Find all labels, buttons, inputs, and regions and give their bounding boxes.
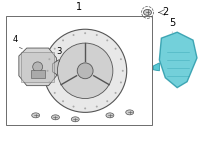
Polygon shape (159, 32, 197, 88)
Circle shape (115, 92, 117, 94)
Ellipse shape (126, 110, 134, 115)
Text: 4: 4 (12, 35, 18, 44)
Circle shape (122, 70, 124, 72)
Circle shape (48, 58, 50, 60)
Circle shape (48, 81, 50, 83)
Polygon shape (19, 48, 56, 86)
Circle shape (96, 106, 98, 108)
Circle shape (62, 100, 64, 102)
Ellipse shape (32, 113, 40, 118)
Circle shape (73, 106, 75, 108)
Text: 3: 3 (57, 47, 62, 56)
Circle shape (47, 70, 49, 72)
Circle shape (115, 48, 117, 50)
Polygon shape (21, 52, 54, 82)
Text: 5: 5 (169, 18, 175, 28)
Circle shape (73, 34, 75, 36)
Polygon shape (153, 63, 159, 71)
Circle shape (120, 58, 122, 60)
Circle shape (77, 63, 93, 79)
Ellipse shape (71, 117, 79, 122)
Circle shape (106, 39, 108, 41)
Bar (31, 70, 45, 78)
Circle shape (106, 100, 108, 102)
Text: 2: 2 (162, 7, 169, 17)
Circle shape (120, 81, 122, 83)
Circle shape (33, 62, 43, 72)
Text: 1: 1 (76, 2, 82, 12)
Ellipse shape (144, 9, 151, 15)
Circle shape (54, 48, 56, 50)
Circle shape (62, 39, 64, 41)
Bar (6, 16, 152, 125)
Circle shape (84, 32, 86, 34)
Circle shape (44, 29, 127, 112)
Circle shape (57, 43, 113, 98)
Circle shape (54, 92, 56, 94)
Circle shape (84, 107, 86, 109)
Ellipse shape (52, 115, 59, 120)
Circle shape (96, 34, 98, 36)
Ellipse shape (106, 113, 114, 118)
Polygon shape (52, 60, 66, 76)
